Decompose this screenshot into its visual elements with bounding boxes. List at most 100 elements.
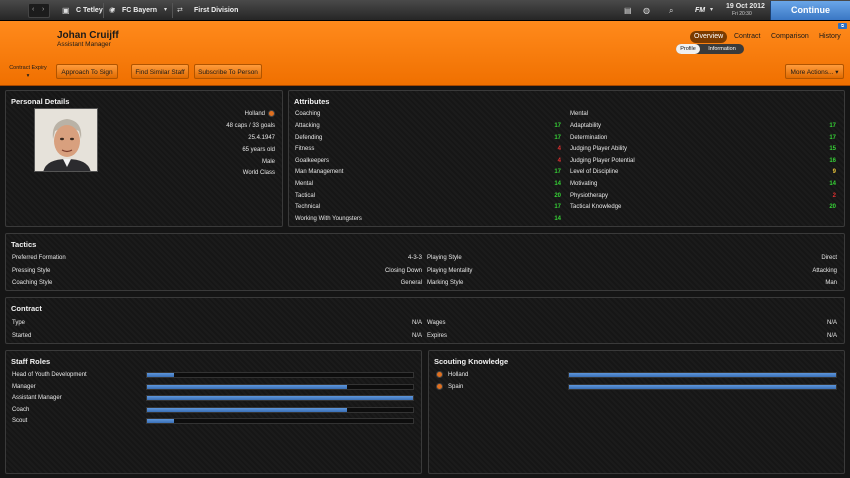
attribute-label: Tactical Knowledge xyxy=(570,204,622,211)
top-bar: ‹ › ▣ C Tetley ▾ ◉ FC Bayern ▾ ⇄ First D… xyxy=(0,0,850,21)
chevron-down-icon[interactable]: ▾ xyxy=(112,7,116,13)
mental-header: Mental xyxy=(570,111,589,117)
staff-role-bar-fill xyxy=(147,384,347,389)
back-arrow-icon[interactable]: ‹ xyxy=(32,6,35,13)
divider xyxy=(172,3,173,18)
tactic-label: Preferred Formation xyxy=(12,255,66,261)
spain-flag-icon xyxy=(436,382,443,390)
tab-overview[interactable]: Overview xyxy=(690,31,728,43)
game-date: 19 Oct 2012 Fri 20:30 xyxy=(726,2,786,18)
chevron-down-icon: ▾ xyxy=(26,73,30,79)
world-icon[interactable]: ◍ xyxy=(643,6,650,15)
subtab-profile[interactable]: Profile xyxy=(676,44,700,54)
tactic-value: 4-3-3 xyxy=(407,255,422,261)
tab-history[interactable]: History xyxy=(819,33,841,40)
back-forward-nav[interactable]: ‹ › xyxy=(28,3,50,18)
attribute-value: 4 xyxy=(557,146,561,153)
subtab-bar: Profile Information xyxy=(676,44,744,54)
reputation: World Class xyxy=(242,170,275,176)
staff-role-label: Manager xyxy=(12,383,36,390)
staff-role-label: Head of Youth Development xyxy=(12,372,87,378)
staff-role-bar xyxy=(146,383,414,390)
tactic-value: Man xyxy=(825,280,837,286)
person-photo xyxy=(34,108,98,172)
tactics-panel: Tactics xyxy=(5,233,845,291)
contract-label: Wages xyxy=(427,320,446,326)
tab-contract[interactable]: Contract xyxy=(734,33,761,40)
gender: Male xyxy=(261,159,275,165)
scouting-bar-fill xyxy=(569,384,836,389)
tab-comparison[interactable]: Comparison xyxy=(771,33,809,40)
contract-value: N/A xyxy=(411,320,422,326)
popout-icon[interactable]: ⧉ xyxy=(838,23,847,29)
subscribe-to-person-button[interactable]: Subscribe To Person xyxy=(194,64,262,79)
caps-goals: 48 caps / 33 goals xyxy=(226,123,275,129)
coaching-header: Coaching xyxy=(295,111,321,117)
attribute-label: Fitness xyxy=(295,146,315,153)
date-sub: Fri 20:30 xyxy=(732,11,752,17)
attribute-label: Determination xyxy=(570,134,608,141)
inbox-icon[interactable]: ▤ xyxy=(624,6,632,15)
staff-role-bar-fill xyxy=(147,396,413,400)
search-icon[interactable]: ⌕ xyxy=(669,6,674,15)
find-similar-staff-button[interactable]: Find Similar Staff xyxy=(131,64,189,79)
attribute-value: 17 xyxy=(829,134,836,141)
panel-title: Attributes xyxy=(294,97,330,106)
staff-role-label: Assistant Manager xyxy=(12,395,62,401)
more-actions-button[interactable]: More Actions... ▾ xyxy=(785,64,844,79)
tactic-label: Marking Style xyxy=(427,280,464,286)
staff-role-bar xyxy=(146,395,414,401)
scouting-label: Spain xyxy=(448,383,464,390)
panel-title: Tactics xyxy=(11,240,37,249)
contract-panel: Contract xyxy=(5,297,845,344)
panel-title: Scouting Knowledge xyxy=(434,357,509,366)
staff-role-bar-fill xyxy=(147,373,174,377)
fm-menu[interactable]: FM xyxy=(695,7,706,14)
crumb-manager[interactable]: C Tetley xyxy=(76,7,103,14)
attribute-label: Tactical xyxy=(295,192,316,199)
club-badge-icon: ◉ xyxy=(109,7,116,14)
attribute-label: Attacking xyxy=(295,123,320,129)
attribute-value: 14 xyxy=(829,181,836,187)
scouting-knowledge-panel: Scouting Knowledge xyxy=(428,350,845,474)
attribute-label: Adaptability xyxy=(570,123,602,129)
forward-arrow-icon[interactable]: › xyxy=(42,6,45,13)
attribute-label: Working With Youngsters xyxy=(295,215,362,222)
competition-icon: ⇄ xyxy=(177,7,183,14)
staff-role-label: Scout xyxy=(12,418,28,424)
attribute-value: 17 xyxy=(829,123,836,129)
scouting-bar xyxy=(568,372,837,378)
attribute-label: Level of Discipline xyxy=(570,169,619,176)
subtab-information[interactable]: Information xyxy=(708,46,736,52)
holland-flag-icon xyxy=(268,110,275,117)
tactic-value: Closing Down xyxy=(384,267,422,274)
attribute-value: 4 xyxy=(557,157,561,164)
attribute-label: Defending xyxy=(295,134,323,141)
contract-value: N/A xyxy=(826,332,837,339)
continue-button[interactable]: Continue xyxy=(770,1,850,20)
profile-header: Johan Cruijff Assistant Manager ⧉ Overvi… xyxy=(0,21,850,86)
shirt-icon: ▣ xyxy=(62,6,70,15)
chevron-down-icon[interactable]: ▾ xyxy=(710,7,714,13)
tactic-value: Direct xyxy=(821,255,837,261)
attribute-label: Judging Player Potential xyxy=(570,157,635,164)
attributes-panel: Attributes xyxy=(288,90,845,227)
attribute-label: Physiotherapy xyxy=(570,192,609,199)
holland-flag-icon xyxy=(436,371,443,378)
contract-label: Expires xyxy=(427,332,448,339)
crumb-competition[interactable]: First Division xyxy=(194,7,239,14)
date-of-birth: 25.4.1947 xyxy=(248,135,275,141)
approach-to-sign-button[interactable]: Approach To Sign xyxy=(56,64,118,79)
staff-role-bar xyxy=(146,406,414,413)
crumb-club[interactable]: FC Bayern xyxy=(122,7,158,14)
chevron-down-icon[interactable]: ▾ xyxy=(164,7,168,13)
panel-title: Contract xyxy=(11,304,42,313)
divider xyxy=(103,3,104,18)
more-actions-label: More Actions... xyxy=(790,69,834,76)
panel-title: Staff Roles xyxy=(11,357,51,366)
attribute-value: 14 xyxy=(554,215,561,222)
attribute-label: Goalkeepers xyxy=(295,157,330,164)
contract-value: N/A xyxy=(411,332,422,339)
contract-expiry-dropdown[interactable]: Contract Expiry ▾ xyxy=(6,64,50,80)
attribute-value: 14 xyxy=(554,181,561,187)
